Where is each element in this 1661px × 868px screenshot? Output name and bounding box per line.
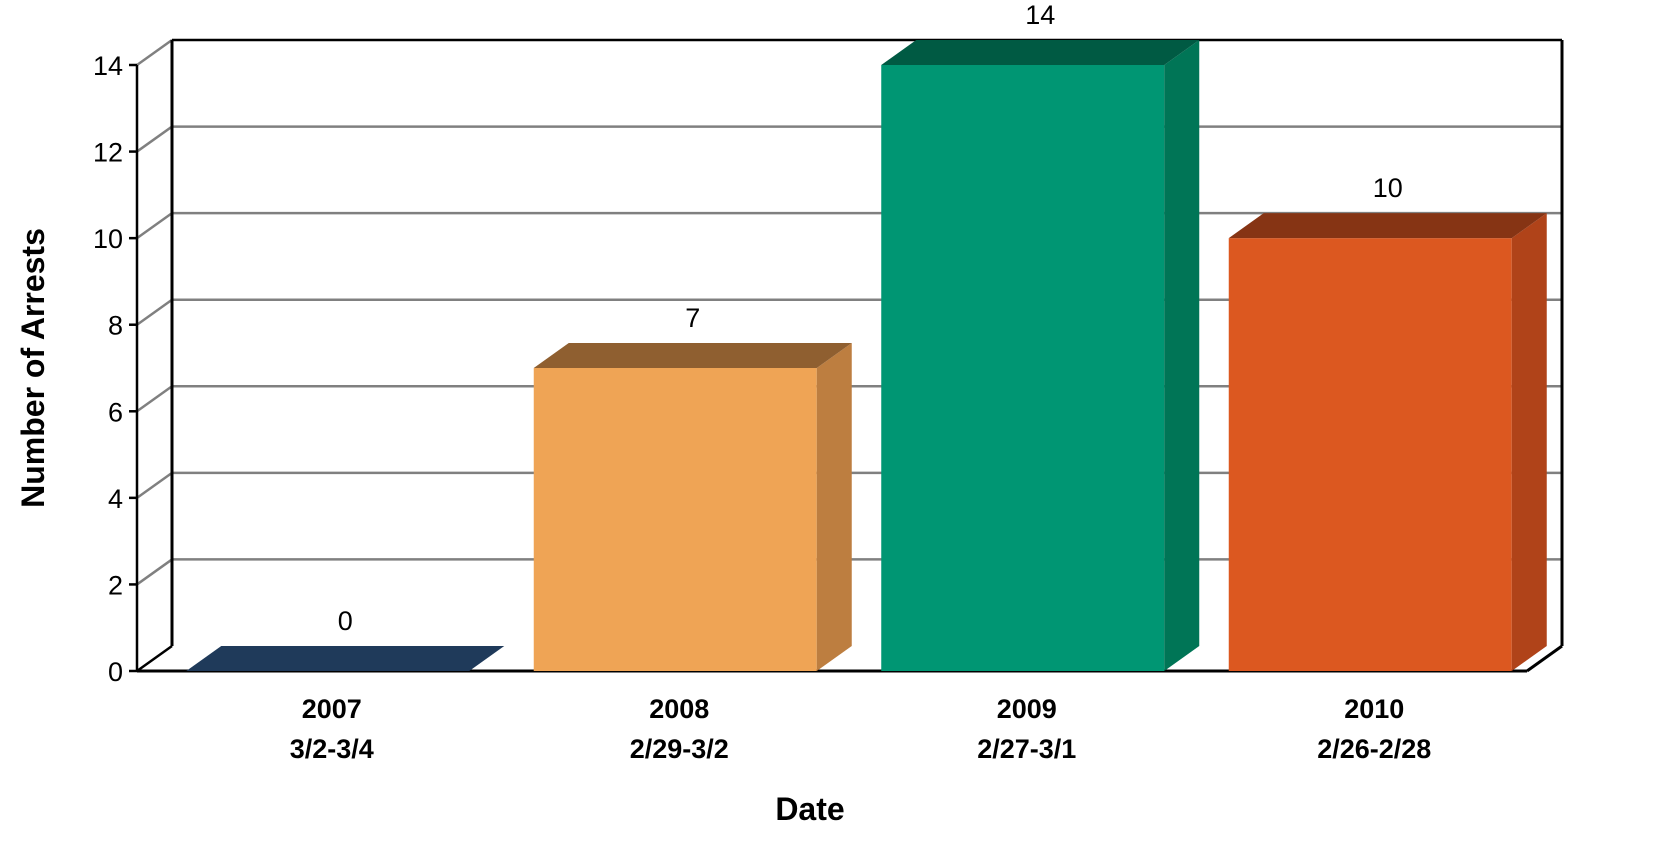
data-label: 7 [685,303,700,333]
bar-front [533,368,817,671]
data-label: 0 [338,606,353,636]
bar [186,646,505,671]
bar [881,40,1200,671]
data-label: 14 [1025,0,1055,30]
bars [186,40,1547,671]
x-tick-label-year: 2010 [1344,694,1404,724]
x-tick-label-year: 2007 [302,694,362,724]
bar-top [881,40,1200,65]
bar-side [816,343,852,671]
x-tick-label-dates: 3/2-3/4 [290,734,374,764]
bar-side [1164,40,1200,671]
bar [1228,213,1547,671]
wall-gridline [136,558,173,586]
labels: 0 2 4 6 8 10 12 14 0 2007 3/2-3/4 7 2008 2/29-3/2 14 20… [93,0,1431,764]
floor-right-edge [1526,644,1563,673]
x-tick-label-dates: 2/26-2/28 [1317,734,1431,764]
wall-gridline [136,212,173,240]
wall-gridline [136,298,173,326]
y-tick-label: 8 [108,311,123,341]
wall-gridline [136,644,173,673]
y-tick-label: 2 [108,570,123,600]
bar [533,343,852,671]
bar-front [1228,238,1512,671]
bar-front [881,65,1165,671]
bar-top [533,343,852,368]
x-tick-label-dates: 2/27-3/1 [977,734,1076,764]
x-tick-label-year: 2009 [997,694,1057,724]
wall-gridline [136,125,173,153]
bar-side [1511,213,1547,671]
bar-top [1228,213,1547,239]
y-tick-label: 0 [108,657,123,687]
y-tick-label: 4 [108,484,123,514]
y-tick-label: 10 [93,224,123,254]
y-tick-label: 6 [108,397,123,427]
data-label: 10 [1373,173,1403,203]
wall-gridline [136,38,173,67]
y-axis-title: Number of Arrests [15,228,51,508]
x-axis-title: Date [775,791,844,827]
x-tick-label-year: 2008 [649,694,709,724]
wall-gridline [136,385,173,413]
bar-floor [186,646,505,671]
wall-gridline [136,471,173,499]
y-tick-label: 14 [93,51,123,81]
x-tick-label-dates: 2/29-3/2 [630,734,729,764]
y-tick-label: 12 [93,138,123,168]
